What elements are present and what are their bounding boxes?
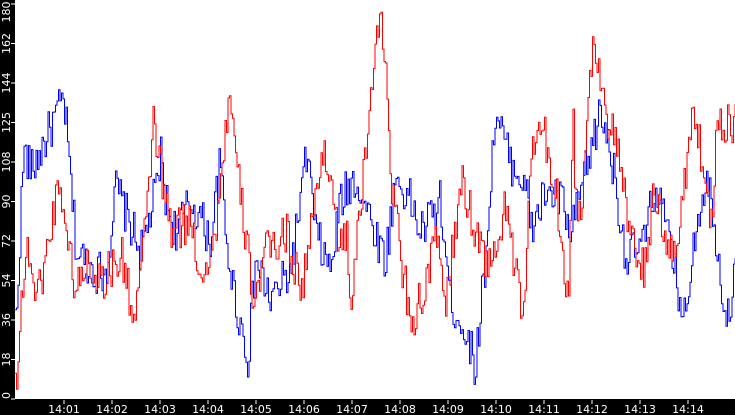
y-tick-label: 108: [0, 152, 13, 173]
y-tick-label: 54: [0, 274, 13, 288]
y-tick-label: 90: [0, 195, 13, 209]
series-blue-line: [15, 89, 735, 385]
y-tick-label: 18: [0, 353, 13, 367]
x-tick-label: 14:06: [288, 403, 320, 415]
y-tick-label: 72: [0, 234, 13, 248]
x-tick-label: 14:13: [624, 403, 656, 415]
x-tick-label: 14:02: [96, 403, 128, 415]
x-axis: 14:01 14:02 14:03 14:04 14:05 14:06 14:07 14:08…: [48, 400, 704, 415]
x-tick-label: 14:08: [384, 403, 416, 415]
series-red-line: [15, 11, 735, 390]
y-axis: 0 18 36 54 72 90 108 125 144 162 180: [0, 2, 15, 400]
x-tick-label: 14:11: [528, 403, 560, 415]
x-tick-label: 14:04: [192, 403, 224, 415]
series-layer: [15, 11, 735, 390]
x-tick-label: 14:03: [144, 403, 176, 415]
y-tick-label: 162: [0, 33, 13, 54]
x-tick-label: 14:10: [480, 403, 512, 415]
y-tick-label: 0: [0, 392, 13, 399]
y-tick-label: 36: [0, 313, 13, 327]
x-tick-label: 14:12: [576, 403, 608, 415]
y-tick-label: 180: [0, 2, 13, 23]
y-tick-label: 144: [0, 73, 13, 94]
x-tick-label: 14:05: [240, 403, 272, 415]
x-tick-label: 14:14: [672, 403, 704, 415]
y-tick-label: 125: [0, 112, 13, 133]
x-tick-label: 14:09: [432, 403, 464, 415]
x-tick-label: 14:07: [336, 403, 368, 415]
x-tick-label: 14:01: [48, 403, 80, 415]
